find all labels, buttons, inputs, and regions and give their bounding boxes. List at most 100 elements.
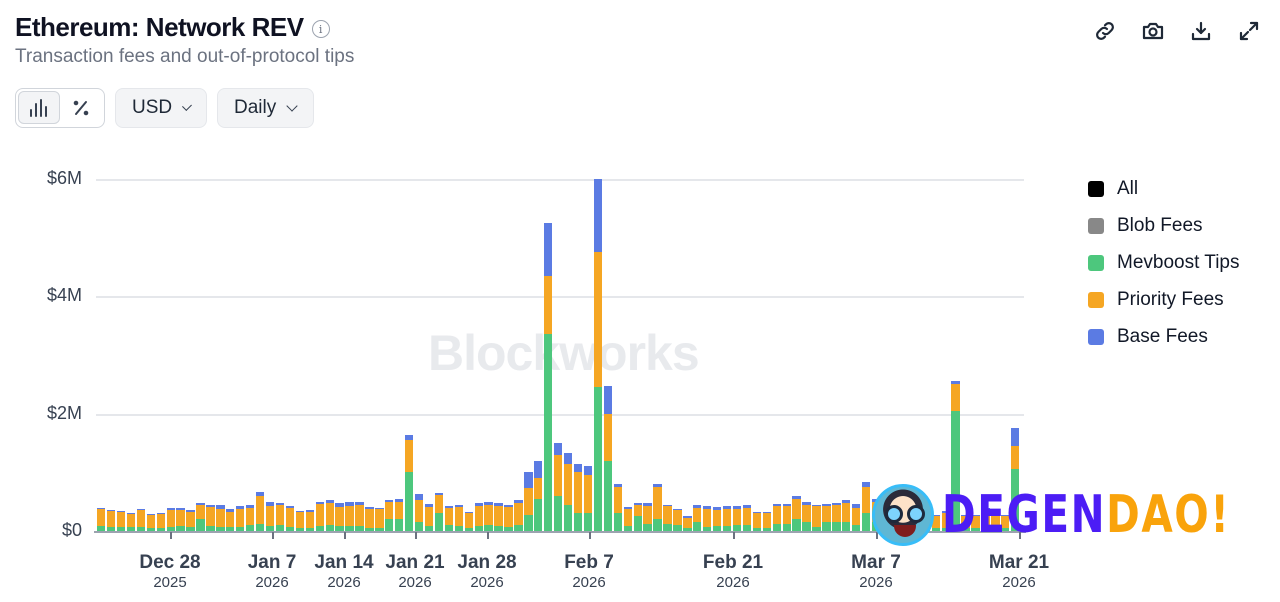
bar[interactable] [832,502,841,531]
bar[interactable] [375,507,384,531]
bar[interactable] [971,514,980,531]
bar[interactable] [246,505,255,531]
bar[interactable] [633,502,642,531]
bar[interactable] [603,385,613,531]
bar[interactable] [494,502,503,531]
bar[interactable] [126,512,136,531]
legend-item-priority-fees[interactable]: Priority Fees [1088,281,1240,318]
bar[interactable] [236,505,245,531]
bar[interactable] [722,505,732,531]
bar[interactable] [315,501,324,531]
legend-item-mevboost-tips[interactable]: Mevboost Tips [1088,244,1240,281]
bar[interactable] [941,511,950,531]
bar[interactable] [693,504,702,531]
bar[interactable] [991,513,1000,531]
bar[interactable] [454,505,463,531]
bar[interactable] [514,499,523,531]
bar[interactable] [146,514,155,531]
bar[interactable] [981,508,990,531]
bar[interactable] [951,381,960,531]
bar[interactable] [643,503,652,531]
bar[interactable] [275,503,285,531]
bar[interactable] [166,508,175,531]
bar[interactable] [255,491,265,531]
bar[interactable] [504,504,513,531]
bar[interactable] [931,514,940,531]
bar[interactable] [593,179,603,531]
bar[interactable] [385,499,394,531]
bar[interactable] [116,511,126,531]
bar[interactable] [414,494,424,531]
bar[interactable] [97,507,106,531]
currency-dropdown[interactable]: USD [115,88,207,128]
bar[interactable] [474,502,483,531]
interval-dropdown[interactable]: Daily [217,88,314,128]
bar[interactable] [176,507,185,531]
info-icon[interactable]: i [311,20,330,38]
bar[interactable] [196,503,205,531]
expand-icon[interactable] [1236,18,1262,44]
bar[interactable] [434,492,444,531]
bar[interactable] [305,510,314,531]
bar[interactable] [444,506,454,531]
bar[interactable] [355,502,364,531]
bar[interactable] [484,501,493,531]
legend-item-base-fees[interactable]: Base Fees [1088,318,1240,355]
bar[interactable] [524,471,533,531]
bar[interactable] [822,504,831,531]
bar[interactable] [226,508,235,531]
bar[interactable] [583,466,593,531]
bar[interactable] [673,508,682,531]
bar[interactable] [703,506,712,531]
bar[interactable] [544,223,553,531]
bar[interactable] [216,504,225,531]
bar[interactable] [563,453,573,531]
download-icon[interactable] [1188,18,1214,44]
bar[interactable] [852,504,861,531]
bar[interactable] [186,509,195,531]
bar[interactable] [1011,428,1020,531]
bar[interactable] [295,511,305,531]
bar[interactable] [961,515,970,531]
bar[interactable] [752,512,762,531]
bar[interactable] [206,504,215,531]
bar[interactable] [464,511,473,531]
bar[interactable] [395,498,404,531]
bar[interactable] [812,504,821,531]
bar[interactable] [653,484,662,531]
bar[interactable] [265,502,275,531]
bar[interactable] [345,502,354,531]
link-icon[interactable] [1092,18,1118,44]
bar[interactable] [554,443,563,531]
bar[interactable] [534,460,543,531]
bar[interactable] [663,504,672,531]
bar[interactable] [405,435,414,531]
bar[interactable] [732,505,742,531]
bar[interactable] [613,484,622,531]
bar[interactable] [762,512,771,531]
bar[interactable] [683,516,692,531]
bar[interactable] [325,499,334,531]
legend-item-blob-fees[interactable]: Blob Fees [1088,207,1240,244]
bar[interactable] [1001,514,1010,531]
bar[interactable] [106,509,116,531]
bar[interactable] [365,506,374,531]
bar[interactable] [742,504,752,531]
bar[interactable] [285,506,295,531]
bar-view-button[interactable] [18,91,60,124]
camera-icon[interactable] [1140,18,1166,44]
bar[interactable] [802,501,811,531]
bar[interactable] [772,504,781,531]
bar[interactable] [713,506,722,531]
bar[interactable] [424,504,434,531]
bar[interactable] [862,482,871,531]
bar[interactable] [156,513,165,531]
percent-view-button[interactable] [60,91,102,124]
legend-item-all[interactable]: All [1088,170,1240,207]
bar[interactable] [782,504,791,531]
bar[interactable] [623,506,632,531]
bar[interactable] [136,508,146,531]
bar[interactable] [842,499,851,531]
bar[interactable] [792,495,801,531]
bar-plot-area[interactable] [96,0,1024,531]
